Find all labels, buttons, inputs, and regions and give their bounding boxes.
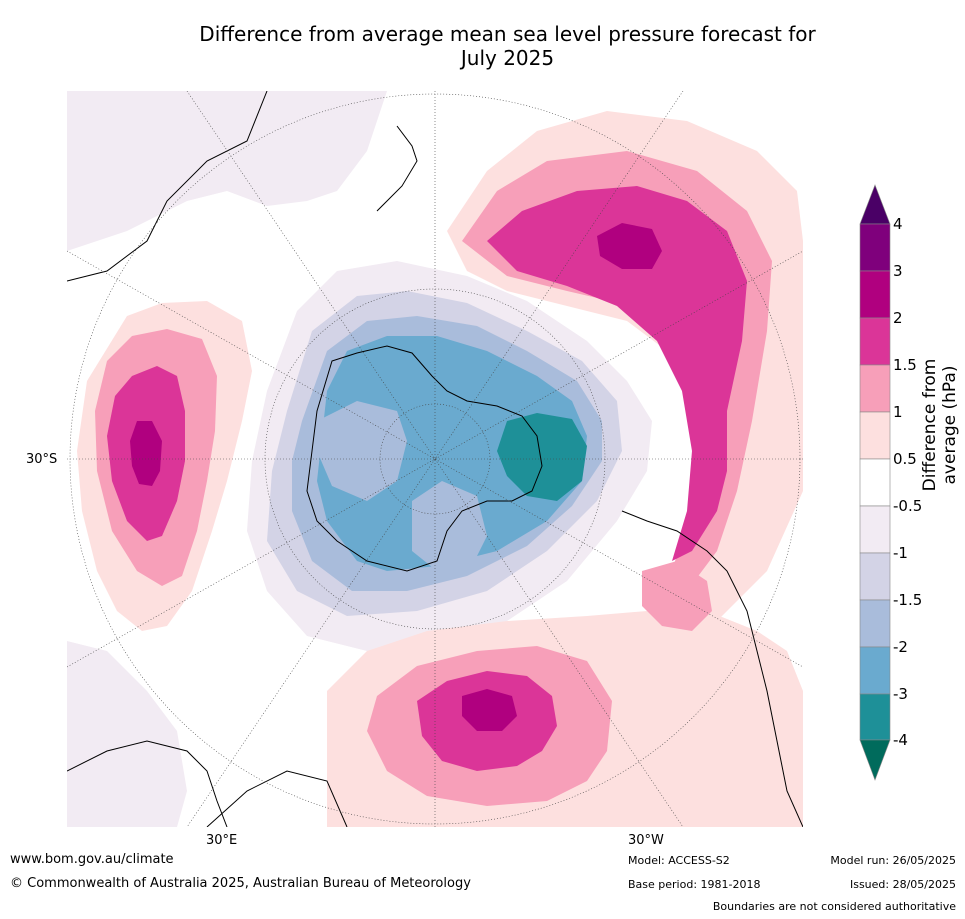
footer-model-run: Model run: 26/05/2025 xyxy=(830,854,956,867)
colorbar-tick-m3: -3 xyxy=(893,685,908,703)
colorbar-tick-m0-5: -0.5 xyxy=(893,497,923,515)
graticule-line-d1 xyxy=(186,91,684,827)
colorbar-tick-1-5: 1.5 xyxy=(893,356,917,374)
colorbar-tick-m2: -2 xyxy=(893,638,908,656)
lon-label-30w: 30°W xyxy=(628,833,664,848)
pos-area-bottom-2 xyxy=(462,689,517,731)
neg-area-top-left xyxy=(67,91,387,251)
map-title: Difference from average mean sea level p… xyxy=(100,22,915,70)
colorbar-seg-m15-m1 xyxy=(859,552,891,601)
colorbar-tick-m1-5: -1.5 xyxy=(893,591,923,609)
pos-area-right-15 xyxy=(487,186,747,561)
colorbar-seg-m05-05 xyxy=(859,458,891,507)
footer-copyright: © Commonwealth of Australia 2025, Austra… xyxy=(10,876,471,891)
colorbar-tick-1: 1 xyxy=(893,403,903,421)
colorbar-title: Difference from average (hPa) xyxy=(920,358,960,492)
coastline-south-america xyxy=(621,510,803,827)
footer-issued: Issued: 28/05/2025 xyxy=(849,878,956,891)
pos-area-right-2 xyxy=(597,223,662,269)
coastline-south-africa xyxy=(206,770,348,827)
colorbar-seg-m1-m05 xyxy=(859,505,891,554)
neg-area-antarctic-m15-inner xyxy=(317,401,407,501)
title-line-2: July 2025 xyxy=(460,46,555,70)
colorbar-tick-2: 2 xyxy=(893,309,903,327)
colorbar-seg-2-3 xyxy=(859,270,891,319)
footer-base-period: Base period: 1981-2018 xyxy=(628,878,761,891)
coastline-antarctica xyxy=(306,345,543,572)
colorbar-tick-m1: -1 xyxy=(893,544,908,562)
graticule-line-d2 xyxy=(186,91,684,827)
colorbar-tick-3: 3 xyxy=(893,262,903,280)
neg-area-left-bottom xyxy=(67,641,187,827)
footer-model: Model: ACCESS-S2 xyxy=(628,854,730,867)
colorbar-arrow-bottom xyxy=(859,739,891,781)
colorbar-tick-0-5: 0.5 xyxy=(893,450,917,468)
colorbar-seg-m4-m3 xyxy=(859,693,891,741)
pos-area-bottom-right-1 xyxy=(642,561,712,631)
coastline-australia xyxy=(67,91,268,282)
colorbar xyxy=(859,184,891,781)
footer-url[interactable]: www.bom.gov.au/climate xyxy=(10,852,174,867)
neg-area-antarctic-m2 xyxy=(317,336,587,571)
coastline-africa xyxy=(67,740,228,827)
colorbar-seg-1-15 xyxy=(859,364,891,413)
pos-area-left-2 xyxy=(130,421,162,486)
colorbar-seg-3-4 xyxy=(859,223,891,272)
colorbar-seg-05-1 xyxy=(859,411,891,460)
title-line-1: Difference from average mean sea level p… xyxy=(199,22,816,46)
neg-area-antarctic-m15-inner2 xyxy=(412,481,487,571)
coastline-new-zealand xyxy=(376,125,418,212)
colorbar-tick-4: 4 xyxy=(893,215,903,233)
pressure-anomaly-map xyxy=(67,91,803,827)
colorbar-seg-m3-m2 xyxy=(859,646,891,695)
lon-label-30e: 30°E xyxy=(206,833,238,848)
colorbar-seg-m2-m15 xyxy=(859,599,891,648)
neg-area-antarctic-m3 xyxy=(497,413,587,501)
footer-disclaimer: Boundaries are not considered authoritat… xyxy=(712,900,956,913)
colorbar-tick-m4: -4 xyxy=(893,731,908,749)
colorbar-seg-15-2 xyxy=(859,317,891,366)
lat-label-30s: 30°S xyxy=(26,452,58,467)
colorbar-arrow-top xyxy=(859,184,891,225)
